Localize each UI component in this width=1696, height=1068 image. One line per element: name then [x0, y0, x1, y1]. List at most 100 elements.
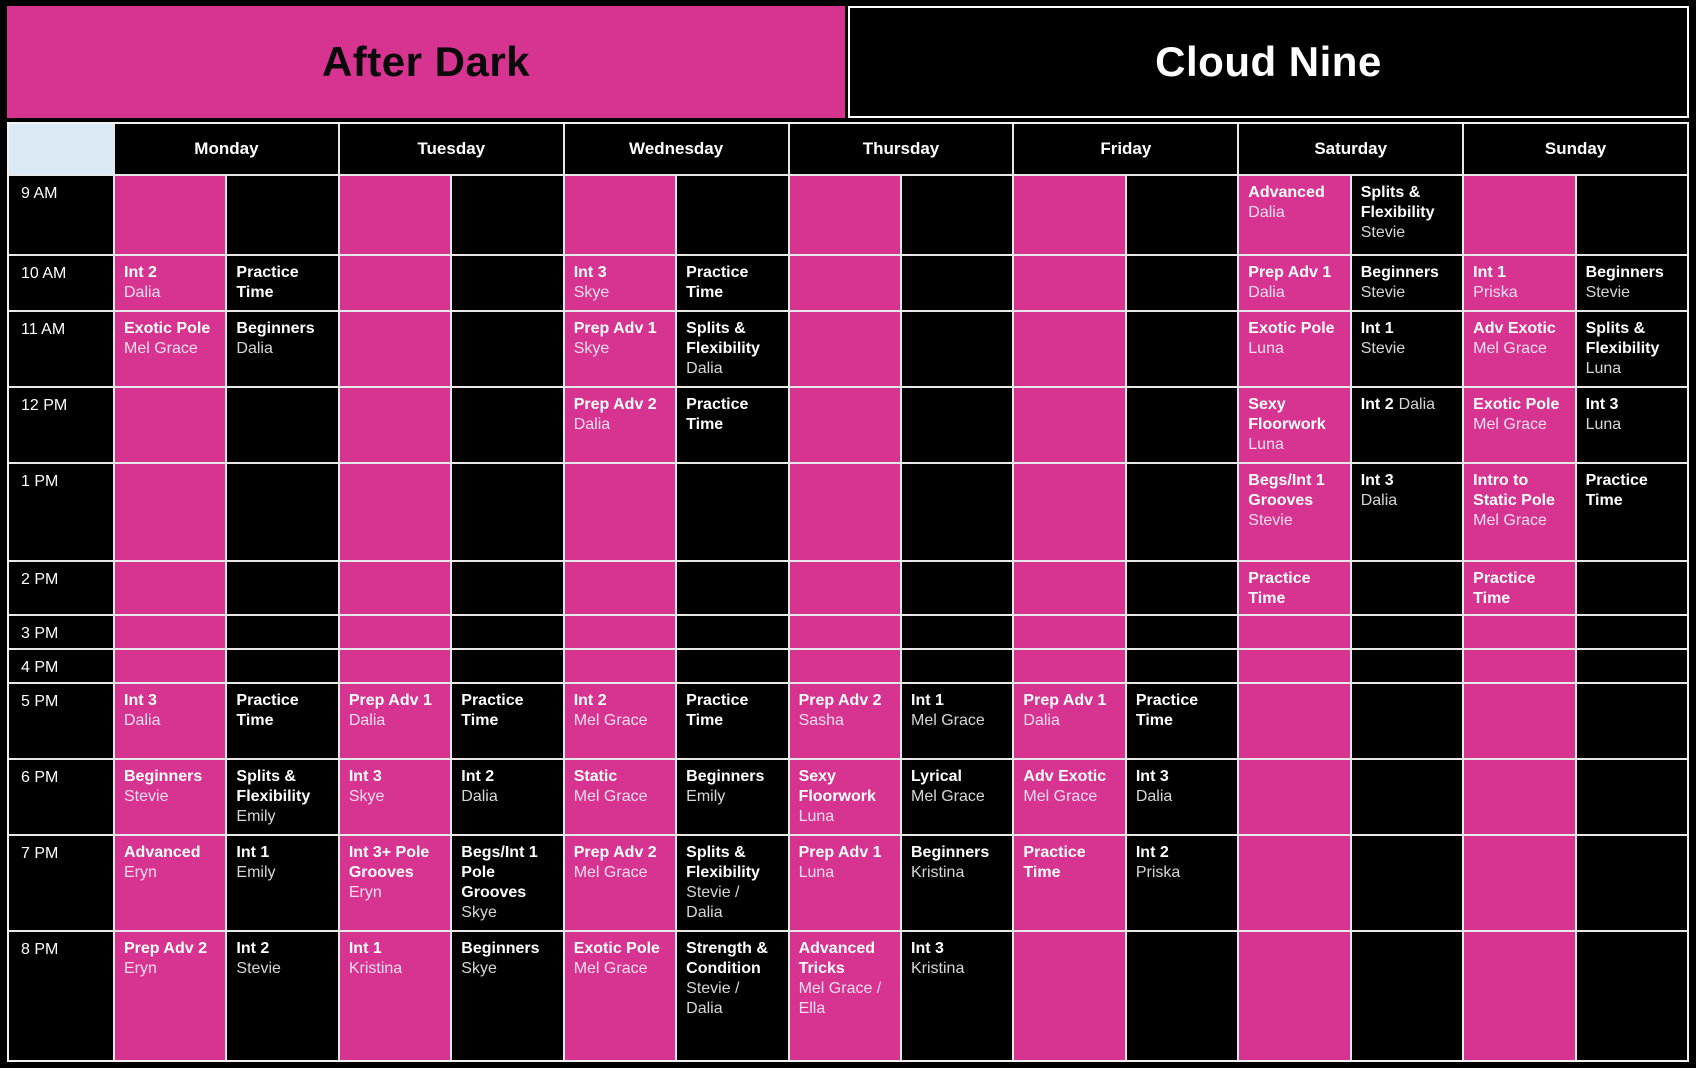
class-instructor: Dalia	[1248, 204, 1285, 222]
cell-saturday-11am-afterdark: Exotic Pole Luna	[1239, 312, 1350, 386]
cell-tuesday-5pm-cloudnine: Practice Time	[452, 684, 563, 758]
time-label-5pm: 5 PM	[9, 684, 113, 758]
cell-sunday-7pm-cloudnine	[1576, 836, 1687, 930]
cell-monday-8pm-afterdark: Prep Adv 2 Eryn	[115, 932, 226, 1060]
cell-monday-4pm-cloudnine	[227, 650, 338, 682]
class-instructor: Dalia	[236, 340, 273, 358]
time-label-2pm: 2 PM	[9, 562, 113, 614]
day-header-sunday: Sunday	[1464, 124, 1687, 174]
class-title: Int 2	[461, 768, 495, 785]
cell-sunday-4pm-afterdark	[1464, 650, 1575, 682]
schedule-grid: Monday Tuesday Wednesday Thursday Friday Satu…	[7, 122, 1689, 1062]
cell-wednesday-6pm-cloudnine: Beginners Emily	[677, 760, 788, 834]
class-instructor: Skye	[461, 960, 497, 978]
cell-wednesday-7pm-cloudnine: Splits & Flexibility Stevie / Dalia	[677, 836, 788, 930]
cell-thursday-9am-cloudnine	[902, 176, 1013, 254]
class-instructor: Stevie	[1360, 224, 1406, 242]
cell-saturday-5pm-afterdark	[1239, 684, 1350, 758]
cell-tuesday-5pm-afterdark: Prep Adv 1 Dalia	[339, 684, 451, 758]
cell-tuesday-12pm-cloudnine	[452, 388, 563, 462]
class-title: Beginners	[911, 844, 990, 861]
cell-saturday-7pm-afterdark	[1239, 836, 1350, 930]
cell-friday-4pm-afterdark	[1014, 650, 1125, 682]
class-instructor: Skye	[573, 284, 610, 302]
class-title: Int 1	[348, 940, 382, 957]
class-title: Beginners	[461, 940, 540, 957]
time-label-1pm: 1 PM	[9, 464, 113, 560]
class-title: Int 3	[1360, 472, 1394, 489]
time-label-7pm: 7 PM	[9, 836, 113, 930]
cell-friday-10am-afterdark	[1014, 256, 1125, 310]
class-title: Int 2	[573, 692, 607, 709]
class-title: Practice Time	[686, 264, 749, 302]
cell-sunday-3pm-cloudnine	[1576, 616, 1687, 648]
class-instructor: Luna	[798, 808, 835, 826]
class-instructor: Kristina	[911, 864, 965, 882]
class-title: Int 3	[573, 264, 607, 281]
class-title: Intro to Static Pole	[1473, 472, 1555, 510]
cell-thursday-2pm-afterdark	[789, 562, 900, 614]
class-title: Int 1	[1360, 320, 1394, 337]
class-title: Prep Adv 2	[798, 692, 882, 709]
class-instructor: Stevie	[1248, 512, 1293, 530]
time-label-4pm: 4 PM	[9, 650, 113, 682]
class-instructor: Luna	[1585, 360, 1622, 378]
cell-thursday-12pm-afterdark	[789, 388, 900, 462]
class-instructor: Mel Grace	[124, 340, 198, 358]
class-title: Beginners	[124, 768, 203, 785]
cell-friday-2pm-afterdark	[1014, 562, 1125, 614]
class-title: Int 1	[911, 692, 944, 709]
class-title: Prep Adv 1	[348, 692, 432, 709]
cell-thursday-5pm-cloudnine: Int 1 Mel Grace	[902, 684, 1013, 758]
cell-sunday-4pm-cloudnine	[1576, 650, 1687, 682]
cell-thursday-6pm-cloudnine: Lyrical Mel Grace	[902, 760, 1013, 834]
cell-friday-7pm-afterdark: Practice Time	[1014, 836, 1125, 930]
class-title: Int 3	[911, 940, 944, 957]
class-title: Practice Time	[1473, 570, 1536, 608]
cell-friday-1pm-cloudnine	[1126, 464, 1238, 560]
cell-tuesday-10am-afterdark	[339, 256, 451, 310]
cell-tuesday-6pm-afterdark: Int 3 Skye	[339, 760, 451, 834]
cell-saturday-12pm-cloudnine: Int 2 Dalia	[1351, 388, 1463, 462]
cell-thursday-6pm-afterdark: Sexy Floorwork Luna	[789, 760, 900, 834]
cell-saturday-11am-cloudnine: Int 1 Stevie	[1351, 312, 1463, 386]
class-title: Int 3	[348, 768, 382, 785]
cell-friday-10am-cloudnine	[1126, 256, 1238, 310]
class-title: Prep Adv 1	[1248, 264, 1332, 281]
cell-monday-1pm-afterdark	[115, 464, 226, 560]
cell-wednesday-4pm-afterdark	[564, 650, 676, 682]
cell-friday-8pm-cloudnine	[1126, 932, 1238, 1060]
cell-thursday-4pm-cloudnine	[902, 650, 1013, 682]
cell-monday-2pm-cloudnine	[227, 562, 338, 614]
cell-saturday-10am-cloudnine: Beginners Stevie	[1351, 256, 1463, 310]
cell-saturday-3pm-afterdark	[1239, 616, 1350, 648]
cell-saturday-4pm-cloudnine	[1351, 650, 1463, 682]
class-instructor: Eryn	[348, 884, 382, 902]
class-instructor: Dalia	[1360, 492, 1398, 510]
cell-tuesday-12pm-afterdark	[339, 388, 451, 462]
class-instructor: Dalia	[1023, 712, 1060, 730]
cell-monday-12pm-cloudnine	[227, 388, 338, 462]
cell-sunday-10am-cloudnine: Beginners Stevie	[1576, 256, 1687, 310]
class-title: Exotic Pole	[124, 320, 211, 337]
class-instructor: Stevie	[1360, 340, 1406, 358]
cell-sunday-6pm-afterdark	[1464, 760, 1575, 834]
cell-monday-7pm-afterdark: Advanced Eryn	[115, 836, 226, 930]
class-title: Splits & Flexibility	[686, 844, 760, 882]
class-title: Prep Adv 2	[124, 940, 207, 957]
cell-thursday-1pm-afterdark	[789, 464, 900, 560]
cell-wednesday-11am-cloudnine: Splits & Flexibility Dalia	[677, 312, 788, 386]
cell-friday-9am-afterdark	[1014, 176, 1125, 254]
class-title: Lyrical	[911, 768, 962, 785]
class-title: Practice Time	[1023, 844, 1086, 882]
class-instructor: Mel Grace	[1473, 340, 1547, 358]
class-title: Prep Adv 2	[573, 844, 657, 861]
class-instructor: Stevie / Dalia	[686, 980, 740, 1018]
cell-tuesday-10am-cloudnine	[452, 256, 563, 310]
class-title: Splits & Flexibility	[1360, 184, 1435, 222]
cell-monday-5pm-cloudnine: Practice Time	[227, 684, 338, 758]
class-title: Prep Adv 2	[573, 396, 657, 413]
class-title: Splits & Flexibility	[686, 320, 760, 358]
cell-friday-8pm-afterdark	[1014, 932, 1125, 1060]
cell-saturday-8pm-afterdark	[1239, 932, 1350, 1060]
